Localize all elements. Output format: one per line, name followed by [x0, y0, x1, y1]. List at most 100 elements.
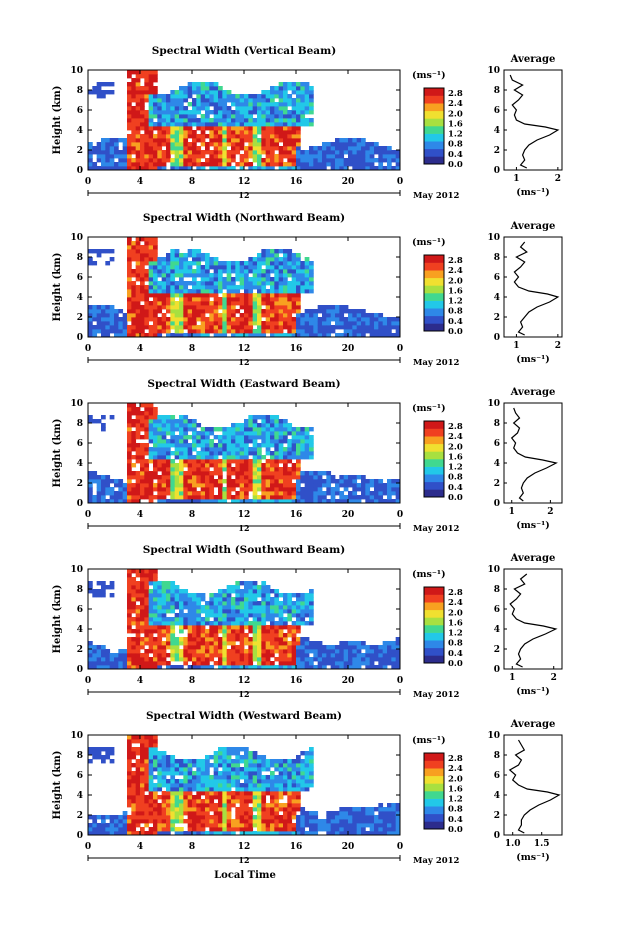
heatmap-cell — [274, 649, 280, 654]
heatmap-cell — [222, 815, 228, 820]
heatmap-cell — [127, 803, 132, 808]
heatmap-cell — [166, 285, 171, 290]
heatmap-cell — [157, 811, 163, 816]
panel-5: Spectral Width (Westward Beam)0246810Hei… — [52, 710, 563, 866]
heatmap-cell — [283, 281, 288, 286]
heatmap-cell — [161, 273, 167, 278]
heatmap-cell — [343, 653, 349, 658]
heatmap-cell — [270, 321, 275, 326]
heatmap-cell — [187, 819, 193, 824]
heatmap-cell — [161, 150, 167, 155]
heatmap-cell — [192, 621, 197, 626]
heatmap-cell — [257, 471, 262, 476]
heatmap-cell — [174, 653, 180, 658]
heatmap-cell — [239, 106, 245, 111]
heatmap-cell — [183, 313, 189, 318]
heatmap-cell — [235, 665, 241, 669]
heatmap-cell — [140, 281, 145, 286]
heatmap-cell — [361, 162, 366, 167]
colorbar-tick-label: 2.8 — [448, 422, 463, 432]
heatmap-cell — [166, 499, 171, 503]
heatmap-cell — [261, 289, 267, 294]
heatmap-cell — [274, 499, 280, 503]
heatmap-cell — [192, 491, 197, 496]
heatmap-cell — [205, 467, 210, 472]
heatmap-cell — [361, 150, 366, 155]
heatmap-cell — [213, 309, 219, 314]
heatmap-cell — [270, 597, 275, 602]
heatmap-cell — [174, 94, 180, 99]
heatmap-cell — [300, 265, 306, 270]
heatmap-cell — [200, 162, 206, 167]
heatmap-cell — [127, 767, 132, 772]
heatmap-cell — [291, 645, 297, 650]
heatmap-cell — [244, 451, 249, 456]
heatmap-cell — [226, 325, 232, 330]
heatmap-cell — [296, 625, 301, 630]
heatmap-cell — [309, 495, 314, 500]
heatmap-cell — [296, 110, 301, 115]
heatmap-cell — [361, 333, 366, 337]
heatmap-cell — [304, 106, 310, 111]
heatmap-cell — [330, 325, 336, 330]
heatmap-cell — [291, 325, 297, 330]
heatmap-cell — [235, 455, 241, 460]
heatmap-cell — [291, 625, 297, 630]
heatmap-cell — [239, 423, 245, 428]
heatmap-cell — [187, 142, 193, 147]
y-tick-label: 0 — [77, 166, 83, 176]
heatmap-cell — [213, 110, 219, 115]
heatmap-cell — [213, 641, 219, 646]
heatmap-cell — [200, 126, 206, 131]
heatmap-cell — [252, 597, 258, 602]
heatmap-cell — [261, 601, 267, 606]
heatmap-cell — [200, 665, 206, 669]
heatmap-cell — [196, 162, 202, 167]
heatmap-cell — [174, 325, 180, 330]
heatmap-cell — [365, 321, 371, 326]
heatmap-cell — [183, 439, 189, 444]
heatmap-cell — [278, 122, 284, 127]
heatmap-cell — [161, 585, 167, 590]
heatmap-cell — [140, 86, 145, 91]
heatmap-cell — [235, 467, 241, 472]
heatmap-cell — [278, 162, 284, 167]
heatmap-cell — [231, 142, 236, 147]
heatmap-cell — [209, 317, 215, 322]
heatmap-cell — [304, 491, 310, 496]
heatmap-cell — [244, 661, 249, 666]
heatmap-cell — [222, 827, 228, 832]
heatmap-cell — [135, 819, 141, 824]
heatmap-cell — [296, 613, 301, 618]
heatmap-cell — [192, 329, 197, 334]
heatmap-cell — [183, 166, 189, 170]
heatmap-cell — [96, 321, 102, 326]
heatmap-cell — [387, 641, 392, 646]
heatmap-cell — [157, 657, 163, 662]
x-tick-label: 8 — [189, 510, 195, 520]
heatmap-cell — [205, 293, 210, 298]
heatmap-cell — [304, 281, 310, 286]
heatmap-cell — [313, 495, 319, 500]
heatmap-cell — [200, 265, 206, 270]
x-tick-label: 12 — [238, 510, 251, 520]
heatmap-cell — [148, 483, 154, 488]
heatmap-cell — [222, 439, 228, 444]
heatmap-cell — [170, 126, 176, 131]
heatmap-cell — [179, 154, 184, 159]
heatmap-cell — [248, 459, 254, 464]
heatmap-cell — [283, 110, 288, 115]
heatmap-cell — [343, 333, 349, 337]
heatmap-cell — [144, 309, 150, 314]
heatmap-cell — [170, 150, 176, 155]
heatmap-cell — [101, 831, 106, 835]
heatmap-cell — [283, 633, 288, 638]
heatmap-cell — [309, 102, 314, 107]
heatmap-cell — [226, 633, 232, 638]
heatmap-cell — [179, 779, 184, 784]
heatmap-cell — [218, 621, 223, 626]
heatmap-cell — [196, 439, 202, 444]
heatmap-cell — [153, 617, 158, 622]
heatmap-cell — [153, 739, 158, 744]
heatmap-cell — [187, 146, 193, 151]
